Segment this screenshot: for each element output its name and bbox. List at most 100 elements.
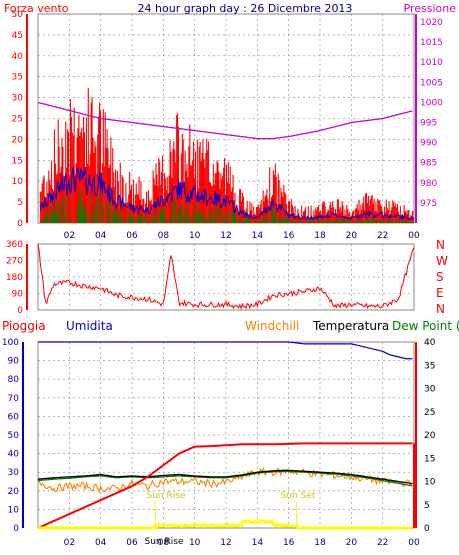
compass-label: N: [436, 238, 445, 252]
wind-xtick-label: 04: [95, 231, 107, 241]
wind-ytick-label: 10: [12, 177, 24, 187]
windchill-line: [37, 467, 413, 494]
wind-xtick-label: 20: [346, 231, 358, 241]
wind-ticks: 0510152025303540455097598098599099510001…: [12, 10, 444, 241]
pressure-ytick-label: 1010: [420, 58, 443, 68]
pressure-ytick-label: 1000: [420, 98, 443, 108]
temp-ytick-label: 0: [424, 524, 430, 534]
dewpoint-line: [37, 470, 413, 487]
wind-xtick-label: 10: [189, 231, 201, 241]
wind-speed-line: [39, 166, 414, 221]
wind-ytick-label: 25: [12, 115, 23, 125]
annotation-sunset: Sun Set: [281, 491, 316, 501]
legend-humidity: Umidita: [66, 319, 113, 333]
wind-ytick-label: 50: [12, 10, 24, 20]
wind-ytick-label: 5: [17, 198, 23, 208]
humidity-ytick-label: 30: [8, 468, 20, 478]
humidity-line: [38, 341, 413, 360]
humidity-ytick-label: 50: [8, 431, 20, 441]
pressure-ytick-label: 1005: [420, 78, 443, 88]
wind-ytick-label: 15: [12, 156, 23, 166]
temp-xtick-label: 00: [408, 538, 420, 548]
wind-xtick-label: 22: [377, 231, 388, 241]
humidity-ytick-label: 100: [2, 338, 19, 348]
temp-xtick-label: 06: [126, 538, 138, 548]
wind-ytick-label: 35: [12, 73, 23, 83]
direction-ytick-label: 180: [6, 273, 23, 283]
humidity-ytick-label: 70: [8, 394, 20, 404]
direction-ytick-label: 90: [12, 290, 24, 300]
pressure-ytick-label: 1020: [420, 18, 443, 28]
wind-lines: [37, 101, 414, 221]
humidity-ytick-label: 20: [8, 487, 20, 497]
annotation-sunrise-axis: Sun Rise: [145, 537, 184, 547]
humidity-ytick-label: 10: [8, 505, 20, 515]
legend-windchill: Windchill: [245, 319, 299, 333]
pressure-ytick-label: 985: [420, 159, 437, 169]
direction-ytick-label: 270: [6, 257, 23, 267]
annotation-sunrise: Sun Rise: [147, 491, 186, 501]
pressure-axis-label: Pressione: [404, 2, 457, 15]
temp-xtick-label: 22: [377, 538, 388, 548]
wind-xtick-label: 16: [283, 231, 295, 241]
wind-xtick-label: 00: [408, 231, 420, 241]
direction-frame: [37, 243, 415, 311]
pressure-ytick-label: 975: [420, 199, 437, 209]
compass-label: S: [436, 270, 444, 284]
temp-xtick-label: 18: [314, 538, 326, 548]
compass-label: W: [436, 254, 448, 268]
chart-title: 24 hour graph day : 26 Dicembre 2013: [138, 2, 353, 15]
temp-ytick-label: 40: [424, 338, 436, 348]
pressure-ytick-label: 990: [420, 139, 437, 149]
temp-ticks: 0102030405060708090100051015202530354002…: [2, 338, 436, 548]
wind-ytick-label: 45: [12, 31, 23, 41]
legend-temperature: Temperatura: [312, 319, 389, 333]
pressure-ytick-label: 980: [420, 179, 437, 189]
temp-ytick-label: 30: [424, 385, 436, 395]
direction-ytick-label: 0: [17, 306, 23, 316]
temp-xtick-label: 04: [95, 538, 107, 548]
temp-ytick-label: 20: [424, 431, 436, 441]
temp-xtick-label: 02: [64, 538, 75, 548]
compass-label: E: [436, 286, 444, 300]
temp-xtick-label: 12: [220, 538, 231, 548]
temp-ytick-label: 5: [424, 501, 430, 511]
solar-line: [38, 519, 413, 530]
temp-xtick-label: 16: [283, 538, 295, 548]
humidity-ytick-label: 80: [8, 375, 20, 385]
compass-label: N: [436, 302, 445, 316]
pressure-line: [37, 101, 413, 140]
humidity-ytick-label: 90: [8, 357, 20, 367]
temp-ytick-label: 25: [424, 408, 435, 418]
wind-ytick-label: 20: [12, 135, 24, 145]
temp-ytick-label: 15: [424, 454, 435, 464]
wind-xtick-label: 14: [252, 231, 264, 241]
legend-rain: Pioggia: [2, 319, 46, 333]
humidity-ytick-label: 0: [13, 524, 19, 534]
wind-axis-label: Forza vento: [4, 2, 69, 15]
wind-xtick-label: 12: [220, 231, 231, 241]
temp-xtick-label: 08: [158, 538, 170, 548]
wind-ytick-label: 30: [12, 94, 24, 104]
direction-ytick-label: 360: [6, 240, 23, 250]
temp-xtick-label: 14: [252, 538, 264, 548]
temp-ytick-label: 35: [424, 361, 435, 371]
humidity-ytick-label: 40: [8, 450, 20, 460]
wind-xtick-label: 06: [126, 231, 138, 241]
pressure-ytick-label: 1015: [420, 38, 443, 48]
temperature-line: [37, 469, 413, 485]
wind-xtick-label: 18: [314, 231, 326, 241]
temp-lines: [37, 341, 415, 530]
wind-ytick-label: 0: [17, 219, 23, 229]
humidity-ytick-label: 60: [8, 412, 20, 422]
wind-xtick-label: 02: [64, 231, 75, 241]
temp-ytick-label: 10: [424, 478, 436, 488]
direction-line: [37, 243, 415, 310]
temp-xtick-label: 10: [189, 538, 201, 548]
pressure-ytick-label: 995: [420, 119, 437, 129]
wind-ytick-label: 40: [12, 52, 24, 62]
